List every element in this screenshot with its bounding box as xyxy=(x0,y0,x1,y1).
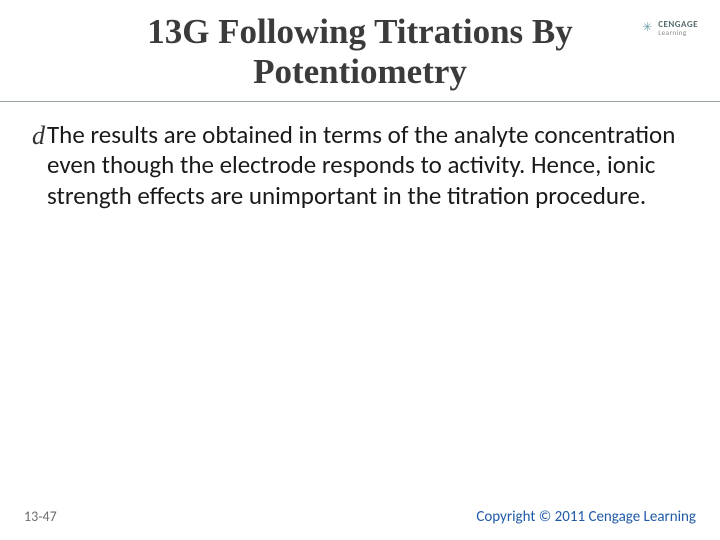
brand-sub: Learning xyxy=(658,29,698,36)
title-line-2: Potentiometry xyxy=(253,52,467,91)
bullet-text: The results are obtained in terms of the… xyxy=(47,120,688,212)
title-region: CENGAGE Learning 13G Following Titration… xyxy=(0,0,720,102)
brand-text: CENGAGE Learning xyxy=(658,20,698,36)
bullet-item: d The results are obtained in terms of t… xyxy=(32,120,688,212)
star-icon xyxy=(642,22,654,34)
copyright-text: Copyright © 2011 Cengage Learning xyxy=(476,508,696,526)
title-line-1: 13G Following Titrations By xyxy=(147,12,573,51)
page-title: 13G Following Titrations By Potentiometr… xyxy=(40,12,680,93)
brand-logo: CENGAGE Learning xyxy=(642,20,698,36)
bullet-icon: d xyxy=(32,120,45,153)
body-region: d The results are obtained in terms of t… xyxy=(0,102,720,540)
footer: 13-47 Copyright © 2011 Cengage Learning xyxy=(0,508,720,526)
slide: CENGAGE Learning 13G Following Titration… xyxy=(0,0,720,540)
page-number: 13-47 xyxy=(24,508,57,526)
